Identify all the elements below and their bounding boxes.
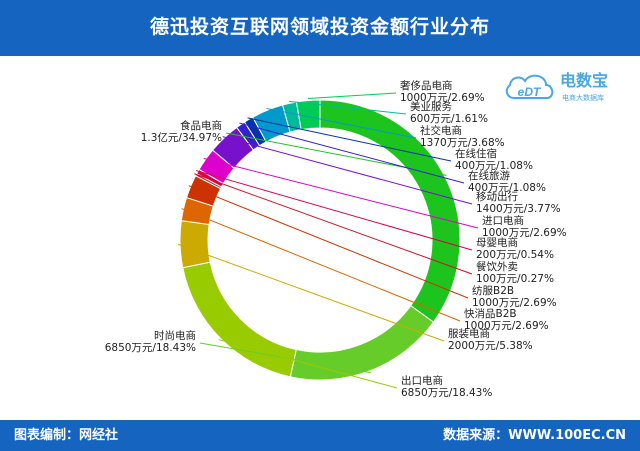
logo-tagline: 电商大数据库: [562, 93, 604, 102]
footer-credit: 图表编制：网经社: [14, 428, 119, 443]
leader-line: [239, 122, 465, 184]
slice-name-label: 餐饮外卖: [476, 260, 518, 273]
slice-value-label: 1000万元/2.69%: [482, 227, 567, 239]
leader-line: [188, 185, 469, 299]
leader-line: [222, 136, 473, 205]
slice-value-label: 1370万元/3.68%: [420, 137, 505, 149]
cloud-icon: [505, 74, 554, 99]
slice-name-label: 出口电商: [401, 374, 443, 387]
slice-name-label: 母婴电商: [476, 236, 518, 249]
leader-line: [307, 92, 397, 100]
leader-line: [177, 243, 445, 342]
slice-value-label: 6850万元/18.43%: [401, 387, 492, 399]
slice-name-label: 奢侈品电商: [400, 79, 453, 92]
title-banner: 德迅投资互联网领域投资金额行业分布: [0, 0, 640, 56]
leader-line: [181, 208, 461, 322]
slice-name-label: 纺服B2B: [472, 284, 514, 297]
edt-logo: eDT 电数宝 电商大数据库: [505, 71, 608, 102]
leader-line: [218, 339, 398, 389]
slice-value-label: 1000万元/2.69%: [400, 92, 485, 104]
slice-name-label: 移动出行: [476, 190, 518, 203]
leader-line: [247, 117, 452, 162]
footer-banner: 图表编制：网经社 数据来源：WWW.100EC.CN: [0, 420, 640, 451]
donut-chart: eDT 电数宝 电商大数据库 食品电商1.3亿元/34.97%时尚电商6850万…: [105, 71, 608, 399]
logo-mark: eDT: [518, 85, 542, 99]
slice-name-label: 快消品B2B: [464, 307, 517, 320]
slice-value-label: 2000万元/5.38%: [448, 340, 533, 352]
logo-name: 电数宝: [560, 71, 608, 90]
leader-line: [194, 173, 473, 275]
slice-value-label: 1400万元/3.77%: [476, 203, 561, 215]
chart-title: 德迅投资互联网领域投资金额行业分布: [149, 16, 490, 38]
leader-line: [203, 157, 479, 229]
donut-slice: [289, 304, 435, 381]
slice-name-label: 食品电商: [180, 119, 222, 132]
slice-name-label: 在线住宿: [455, 147, 497, 160]
slice-value-label: 400万元/1.08%: [455, 160, 533, 172]
slice-name-label: 社交电商: [420, 124, 462, 137]
slice-name-label: 时尚电商: [154, 329, 196, 342]
slice-labels: 食品电商1.3亿元/34.97%时尚电商6850万元/18.43%出口电商685…: [105, 79, 567, 399]
donut-slices: [179, 99, 461, 381]
slice-name-label: 进口电商: [482, 214, 524, 227]
slice-value-label: 200万元/0.54%: [476, 249, 554, 261]
slice-value-label: 400万元/1.08%: [468, 182, 546, 194]
footer-source: 数据来源：WWW.100EC.CN: [443, 428, 626, 443]
slice-name-label: 在线旅游: [468, 169, 510, 182]
leader-line: [289, 100, 407, 115]
slice-value-label: 6850万元/18.43%: [105, 342, 196, 354]
slice-value-label: 1000万元/2.69%: [472, 297, 557, 309]
donut-slice: [179, 220, 211, 269]
slice-name-label: 美业服务: [410, 100, 452, 113]
slice-value-label: 100万元/0.27%: [476, 273, 554, 285]
donut-slice: [182, 261, 297, 378]
slice-value-label: 600万元/1.61%: [410, 113, 488, 125]
slice-value-label: 1000万元/2.69%: [464, 320, 549, 332]
slice-value-label: 1.3亿元/34.97%: [141, 131, 222, 144]
leader-line: [195, 170, 473, 251]
leader-lines: [177, 92, 479, 389]
slice-name-label: 服装电商: [448, 327, 490, 340]
leader-line: [266, 107, 417, 139]
